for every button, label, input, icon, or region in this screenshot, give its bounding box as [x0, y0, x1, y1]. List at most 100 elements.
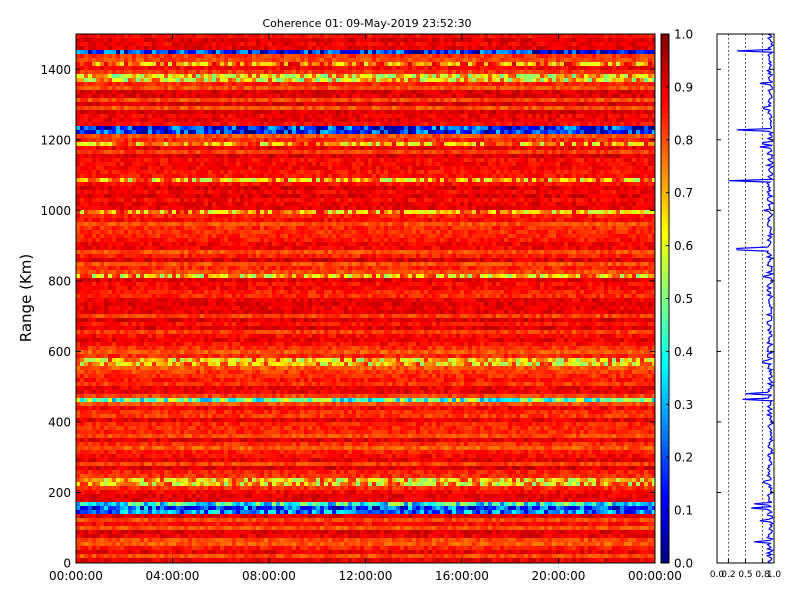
heatmap-cell [392, 102, 396, 106]
heatmap-cell [636, 86, 640, 90]
heatmap-cell [444, 66, 448, 70]
heatmap-cell [536, 142, 540, 146]
heatmap-cell [472, 166, 476, 170]
heatmap-cell [328, 62, 332, 66]
heatmap-cell [236, 34, 240, 38]
heatmap-cell [596, 82, 600, 86]
heatmap-cell [484, 98, 488, 102]
heatmap-cell [280, 94, 284, 98]
heatmap-cell [216, 74, 220, 78]
heatmap-cell [168, 42, 172, 46]
heatmap-cell [596, 46, 600, 50]
heatmap-cell [376, 86, 380, 90]
heatmap-cell [496, 94, 500, 98]
heatmap-cell [308, 154, 312, 158]
heatmap-cell [264, 46, 268, 50]
heatmap-cell [88, 98, 92, 102]
heatmap-cell [236, 154, 240, 158]
heatmap-cell [596, 158, 600, 162]
heatmap-cell [612, 122, 616, 126]
heatmap-cell [636, 154, 640, 158]
heatmap-cell [160, 74, 164, 78]
heatmap-cell [312, 106, 316, 110]
heatmap-cell [596, 50, 600, 54]
heatmap-cell [544, 146, 548, 150]
heatmap-cell [88, 106, 92, 110]
heatmap-cell [204, 78, 208, 82]
heatmap-cell [516, 166, 520, 170]
heatmap-cell [616, 138, 620, 142]
heatmap-cell [504, 122, 508, 126]
heatmap-cell [260, 66, 264, 70]
heatmap-cell [440, 54, 444, 58]
heatmap-cell [256, 134, 260, 138]
heatmap-cell [236, 98, 240, 102]
heatmap-cell [508, 110, 512, 114]
heatmap-cell [104, 154, 108, 158]
heatmap-cell [564, 82, 568, 86]
heatmap-cell [164, 170, 168, 174]
heatmap-cell [612, 34, 616, 38]
heatmap-cell [496, 34, 500, 38]
heatmap-cell [444, 50, 448, 54]
heatmap-cell [76, 154, 80, 158]
heatmap-cell [84, 110, 88, 114]
heatmap-cell [88, 66, 92, 70]
heatmap-cell [412, 130, 416, 134]
heatmap-cell [88, 86, 92, 90]
heatmap-cell [332, 170, 336, 174]
heatmap-cell [304, 74, 308, 78]
heatmap-cell [212, 146, 216, 150]
heatmap-cell [572, 118, 576, 122]
heatmap-cell [164, 146, 168, 150]
heatmap-cell [452, 86, 456, 90]
heatmap-cell [228, 34, 232, 38]
heatmap-cell [248, 158, 252, 162]
heatmap-cell [116, 106, 120, 110]
heatmap-cell [468, 98, 472, 102]
heatmap-cell [408, 98, 412, 102]
heatmap-cell [296, 162, 300, 166]
heatmap-cell [504, 142, 508, 146]
heatmap-cell [196, 106, 200, 110]
heatmap-cell [408, 158, 412, 162]
heatmap-cell [252, 134, 256, 138]
heatmap-cell [528, 102, 532, 106]
heatmap-cell [536, 118, 540, 122]
heatmap-cell [320, 42, 324, 46]
heatmap-cell [292, 162, 296, 166]
heatmap-cell [196, 102, 200, 106]
heatmap-cell [376, 158, 380, 162]
heatmap-cell [588, 142, 592, 146]
heatmap-cell [408, 130, 412, 134]
heatmap-cell [304, 150, 308, 154]
heatmap-cell [188, 90, 192, 94]
heatmap-cell [360, 54, 364, 58]
heatmap-cell [288, 106, 292, 110]
heatmap-cell [124, 74, 128, 78]
heatmap-cell [432, 118, 436, 122]
heatmap-cell [348, 146, 352, 150]
heatmap-cell [520, 90, 524, 94]
heatmap-cell [516, 82, 520, 86]
heatmap-cell [432, 82, 436, 86]
heatmap-cell [496, 162, 500, 166]
heatmap-cell [612, 142, 616, 146]
heatmap-cell [524, 146, 528, 150]
heatmap-cell [548, 138, 552, 142]
heatmap-cell [276, 170, 280, 174]
heatmap-cell [192, 154, 196, 158]
heatmap-cell [608, 86, 612, 90]
heatmap-cell [624, 42, 628, 46]
heatmap-cell [156, 106, 160, 110]
heatmap-cell [80, 78, 84, 82]
heatmap-cell [424, 146, 428, 150]
heatmap-cell [236, 134, 240, 138]
heatmap-cell [344, 94, 348, 98]
heatmap-cell [468, 162, 472, 166]
heatmap-cell [388, 74, 392, 78]
heatmap-cell [240, 134, 244, 138]
heatmap-cell [132, 62, 136, 66]
heatmap-cell [260, 154, 264, 158]
heatmap-cell [104, 86, 108, 90]
